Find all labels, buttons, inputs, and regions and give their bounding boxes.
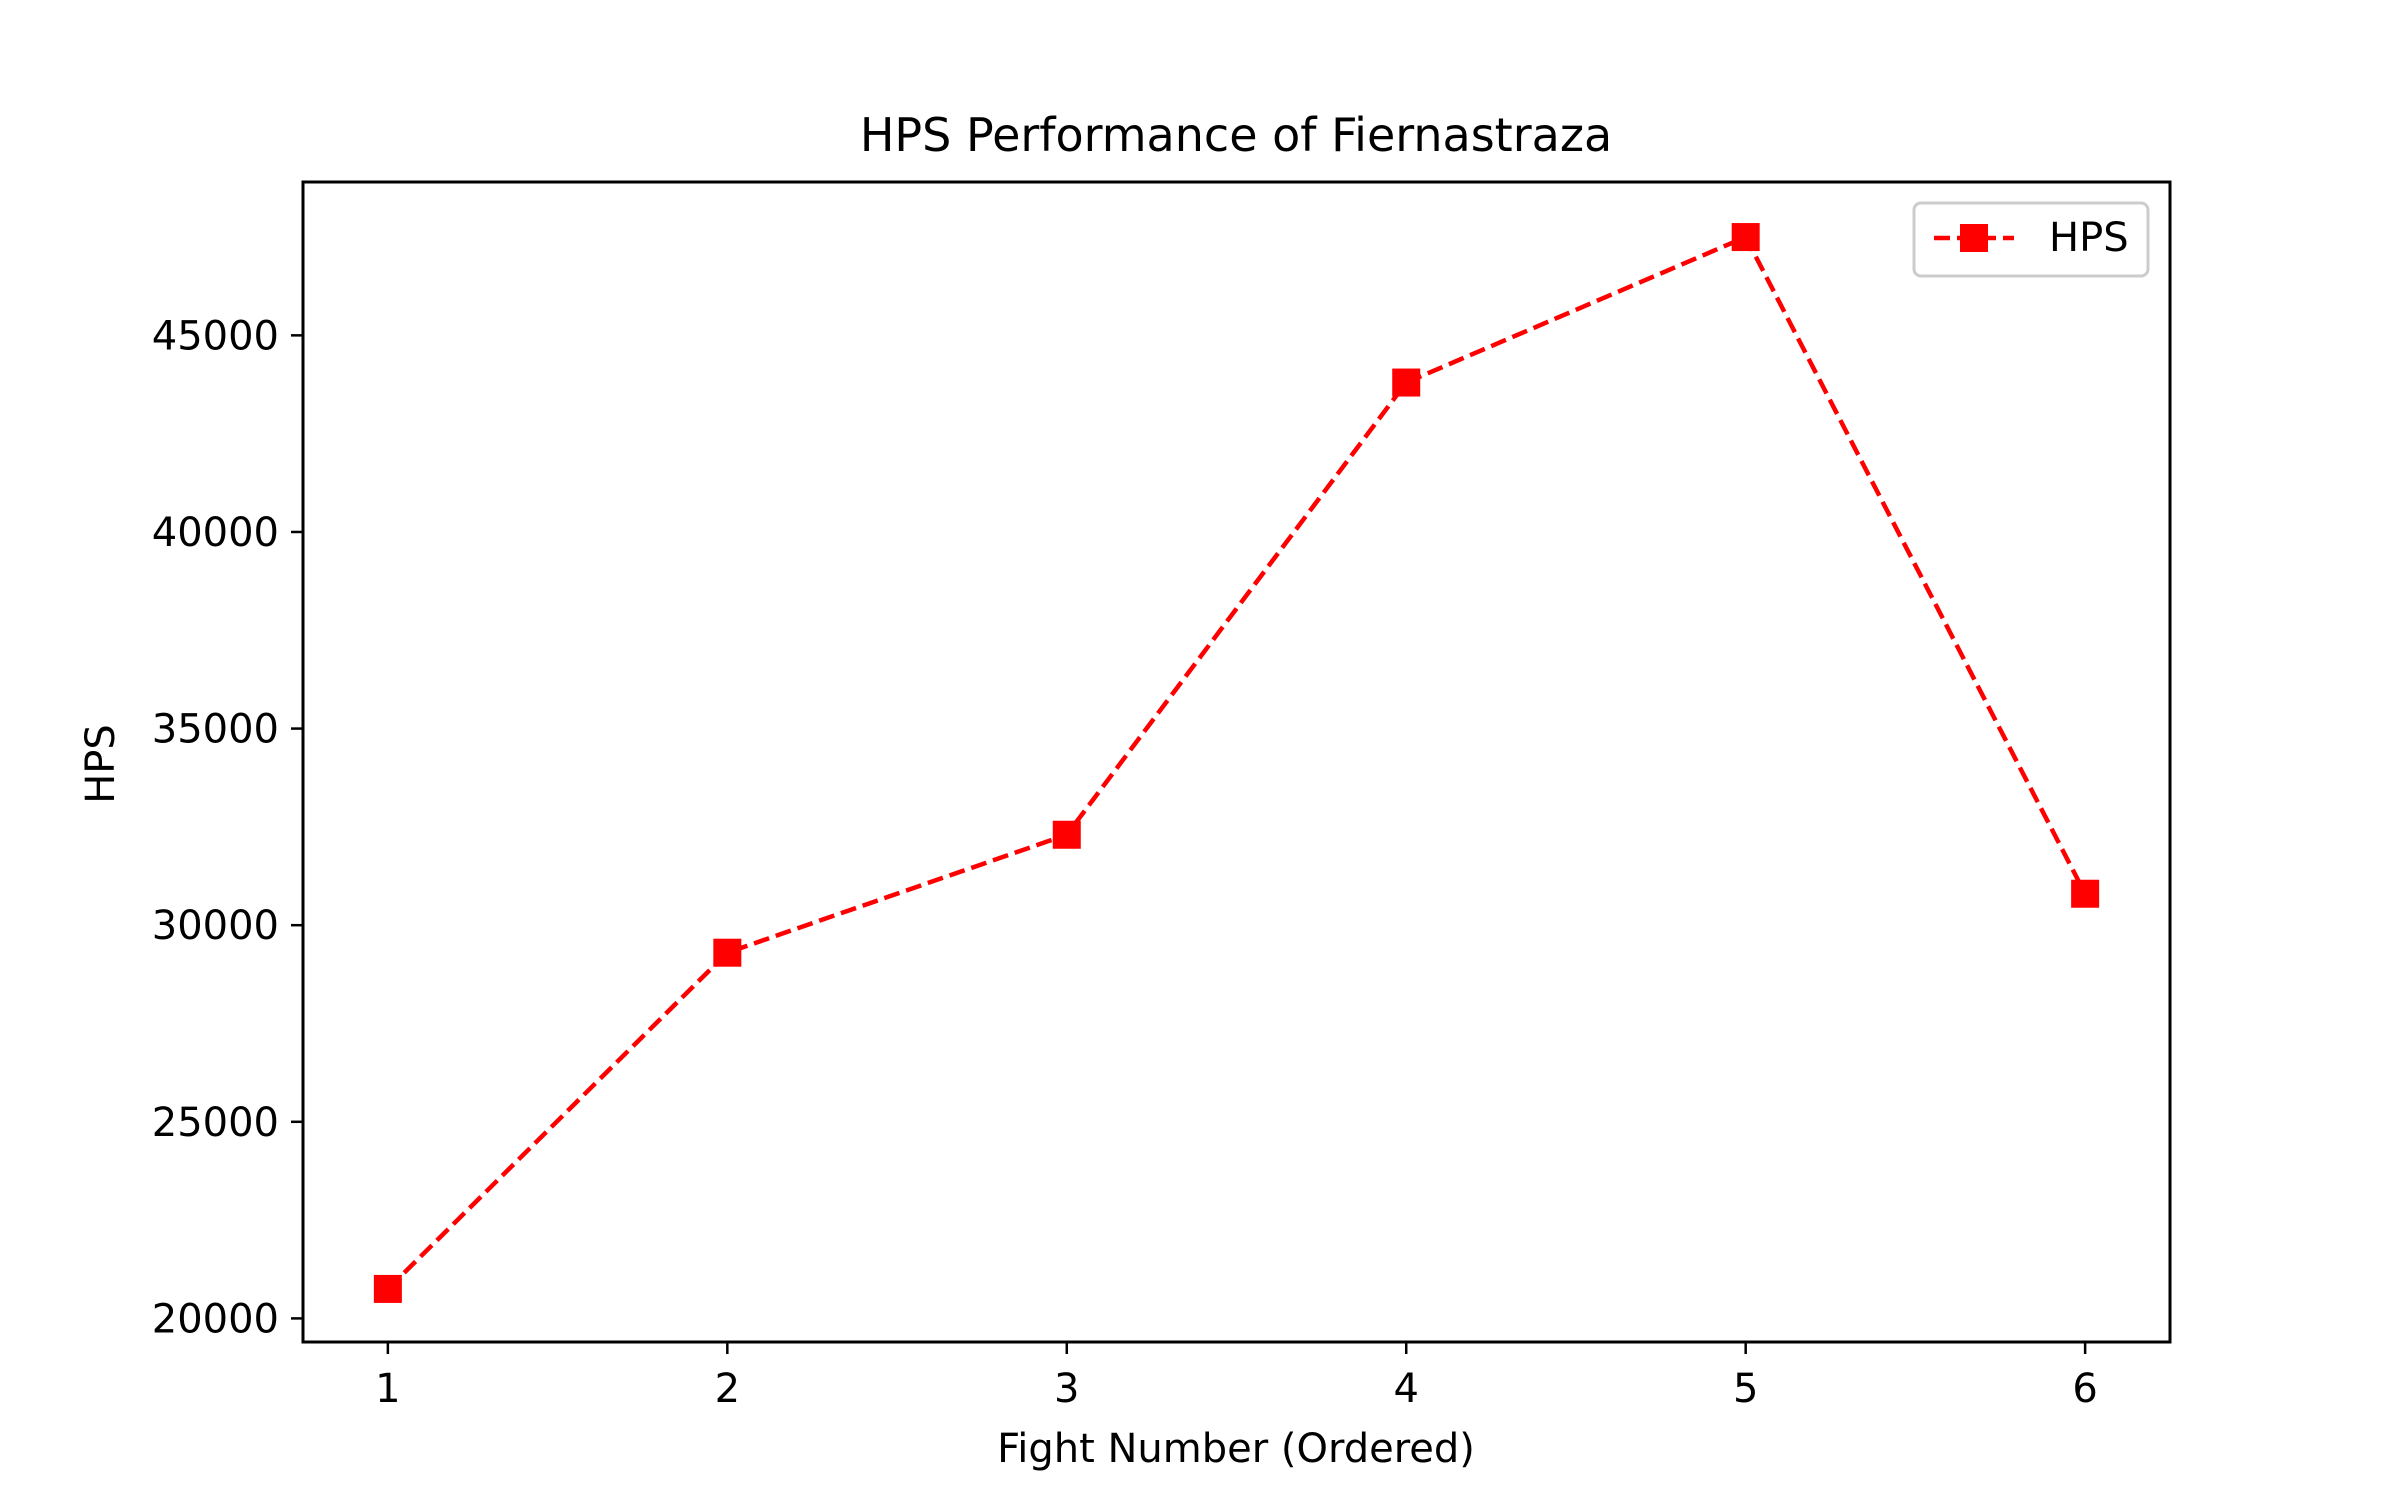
legend-box xyxy=(1912,201,2150,278)
y-tick-label: 30000 xyxy=(152,903,279,949)
data-point-marker xyxy=(1731,223,1760,252)
x-tick-label: 1 xyxy=(375,1366,400,1412)
x-axis-label: Fight Number (Ordered) xyxy=(997,1426,1475,1472)
x-tick-label: 2 xyxy=(715,1366,740,1412)
x-axis: 1 2 3 4 5 6 xyxy=(375,1342,2098,1412)
y-axis: 20000 25000 30000 35000 40000 45000 xyxy=(152,313,303,1342)
legend-marker-square xyxy=(1960,224,1988,252)
x-tick-label: 6 xyxy=(2072,1366,2097,1412)
y-axis-label: HPS xyxy=(78,724,124,804)
y-tick-label: 25000 xyxy=(152,1100,279,1146)
plot-frame xyxy=(301,180,2172,1344)
data-point-marker xyxy=(2071,879,2100,908)
y-tick-label: 20000 xyxy=(152,1296,279,1342)
data-point-marker xyxy=(1052,820,1081,849)
y-tick-label: 40000 xyxy=(152,510,279,556)
plot-series xyxy=(373,223,2100,1303)
y-tick-label: 35000 xyxy=(152,707,279,753)
x-tick-label: 5 xyxy=(1733,1366,1758,1412)
y-tick-label: 45000 xyxy=(152,313,279,359)
legend-label: HPS xyxy=(2049,215,2129,261)
x-tick-label: 3 xyxy=(1054,1366,1079,1412)
data-point-marker xyxy=(373,1274,402,1303)
chart-title: HPS Performance of Fiernastraza xyxy=(860,108,1612,162)
data-point-marker xyxy=(713,938,742,967)
series-line xyxy=(386,234,2088,1291)
x-tick-label: 4 xyxy=(1394,1366,1419,1412)
data-point-marker xyxy=(1392,368,1421,397)
legend: HPS xyxy=(1912,201,2150,278)
